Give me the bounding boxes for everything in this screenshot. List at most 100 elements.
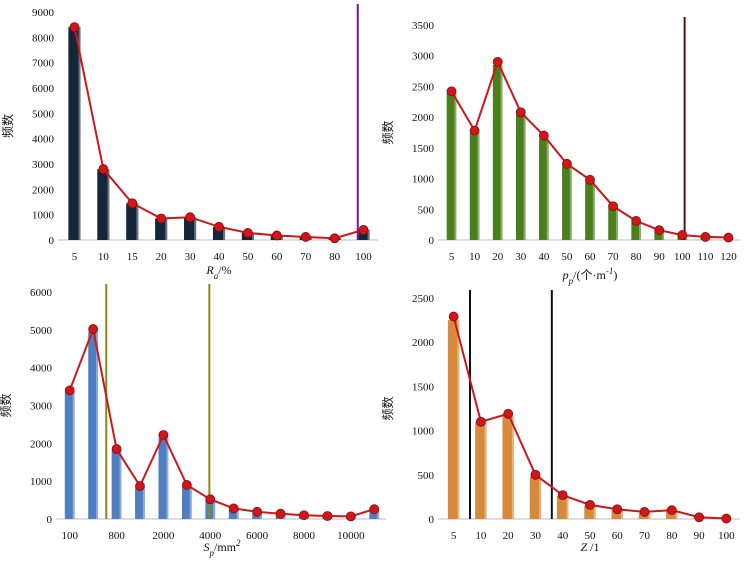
x-axis-label-part: p bbox=[562, 268, 569, 282]
bar-highlight bbox=[539, 476, 542, 519]
x-axis-label-part: /% bbox=[218, 263, 231, 277]
series-point bbox=[322, 511, 333, 521]
bar-highlight bbox=[236, 509, 239, 519]
y-tick-label: 3000 bbox=[32, 159, 55, 171]
y-tick-label: 6000 bbox=[32, 83, 55, 95]
x-tick-label: 50 bbox=[585, 530, 597, 542]
bar bbox=[184, 217, 197, 240]
series-point bbox=[723, 232, 734, 243]
bar bbox=[97, 169, 110, 240]
bar bbox=[369, 510, 380, 519]
x-axis-label-part: p bbox=[208, 548, 214, 558]
chart-ra: 0 1000 2000 3000 4000 5000 6000 7000 8000 9000 5 10… bbox=[0, 4, 378, 281]
bar bbox=[446, 92, 457, 240]
y-tick-label: 5000 bbox=[32, 108, 55, 120]
bar bbox=[502, 415, 514, 519]
bar bbox=[562, 166, 572, 240]
bar bbox=[181, 486, 192, 519]
x-tick-label: 4000 bbox=[199, 530, 222, 542]
series-point bbox=[205, 494, 216, 505]
y-tick-label: 500 bbox=[418, 204, 435, 216]
bar-highlight bbox=[119, 450, 122, 519]
series-point bbox=[585, 499, 595, 510]
y-axis-label: 频数 bbox=[380, 120, 395, 144]
bar bbox=[111, 450, 122, 519]
series-point bbox=[612, 504, 623, 515]
x-axis-label-part: 2 bbox=[236, 538, 241, 548]
bar-highlight bbox=[454, 92, 457, 240]
x-axis-label: Ra/% bbox=[205, 263, 231, 281]
series-point bbox=[228, 503, 239, 514]
series-point bbox=[185, 212, 195, 223]
x-tick-label: 5 bbox=[72, 251, 78, 263]
x-tick-label: 30 bbox=[185, 251, 197, 263]
series-line bbox=[452, 316, 727, 520]
series-point bbox=[538, 130, 549, 141]
y-tick-label: 2000 bbox=[412, 337, 435, 349]
bar-highlight bbox=[500, 64, 503, 240]
x-tick-label: 5 bbox=[451, 530, 457, 542]
bar-highlight bbox=[96, 331, 99, 519]
series-point bbox=[358, 224, 369, 235]
series-point bbox=[446, 86, 457, 97]
bar-highlight bbox=[189, 486, 192, 519]
series-point bbox=[608, 201, 618, 212]
series-point bbox=[64, 385, 75, 396]
y-tick-label: 1500 bbox=[412, 381, 435, 393]
bar-highlight bbox=[569, 166, 572, 240]
bar bbox=[529, 476, 542, 519]
x-tick-label: 30 bbox=[530, 530, 542, 542]
x-tick-label: 10 bbox=[475, 530, 487, 542]
y-tick-label: 3000 bbox=[412, 51, 435, 63]
x-tick-label: 90 bbox=[694, 530, 706, 542]
bar-highlight bbox=[194, 217, 197, 240]
y-tick-label: 1500 bbox=[412, 143, 435, 155]
series-point bbox=[585, 174, 595, 185]
bar bbox=[228, 509, 239, 519]
x-axis-label-part: -1 bbox=[606, 266, 614, 276]
y-tick-label: 3500 bbox=[412, 20, 435, 32]
y-tick-label: 500 bbox=[418, 470, 435, 482]
bar-highlight bbox=[648, 512, 651, 519]
bar-highlight bbox=[592, 181, 595, 240]
x-tick-label: 100 bbox=[355, 251, 372, 263]
bar-highlight bbox=[213, 500, 216, 519]
series-point bbox=[492, 56, 503, 67]
bar-highlight bbox=[621, 510, 623, 519]
bar bbox=[64, 392, 75, 519]
bar-highlight bbox=[165, 218, 168, 240]
x-axis-label-part: R bbox=[205, 263, 214, 277]
x-axis-label-part: /mm bbox=[214, 540, 237, 554]
series-point bbox=[98, 164, 109, 174]
series-point bbox=[515, 107, 526, 118]
bar bbox=[654, 231, 665, 240]
bar bbox=[357, 229, 370, 240]
x-tick-label: 100 bbox=[674, 251, 691, 263]
x-tick-label: 30 bbox=[515, 251, 527, 263]
x-tick-label: 60 bbox=[612, 530, 624, 542]
bar bbox=[557, 496, 569, 519]
y-tick-label: 2000 bbox=[32, 184, 55, 196]
x-tick-label: 70 bbox=[639, 530, 651, 542]
bar bbox=[515, 114, 526, 240]
y-tick-label: 8000 bbox=[32, 32, 55, 44]
x-axis-label: Sp/mm2 bbox=[203, 538, 241, 558]
x-tick-label: 20 bbox=[492, 251, 504, 263]
bar bbox=[447, 320, 460, 519]
y-tick-label: 2000 bbox=[30, 438, 53, 450]
bar bbox=[126, 203, 139, 240]
bar-highlight bbox=[251, 232, 254, 240]
series-point bbox=[329, 233, 340, 244]
series-point bbox=[127, 198, 138, 209]
x-axis-label-part: /(个·m bbox=[573, 268, 606, 282]
series-point bbox=[88, 324, 99, 334]
x-tick-label: 40 bbox=[214, 251, 226, 263]
bar-highlight bbox=[223, 226, 226, 240]
y-tick-label: 1000 bbox=[30, 476, 53, 488]
x-tick-label: 80 bbox=[631, 251, 643, 263]
y-tick-label: 0 bbox=[429, 514, 435, 526]
series-line bbox=[73, 27, 364, 240]
x-axis-label-part: ) bbox=[613, 268, 617, 282]
series-point bbox=[214, 221, 224, 232]
bar-highlight bbox=[484, 421, 487, 519]
